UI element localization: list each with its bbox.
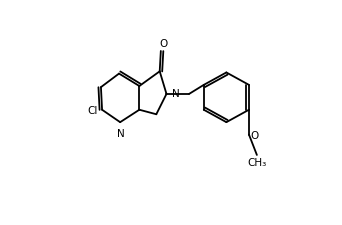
Text: CH₃: CH₃ [247, 158, 266, 167]
Text: N: N [117, 128, 125, 138]
Text: O: O [159, 38, 167, 48]
Text: Cl: Cl [88, 105, 98, 115]
Text: N: N [172, 88, 180, 98]
Text: O: O [250, 130, 258, 140]
